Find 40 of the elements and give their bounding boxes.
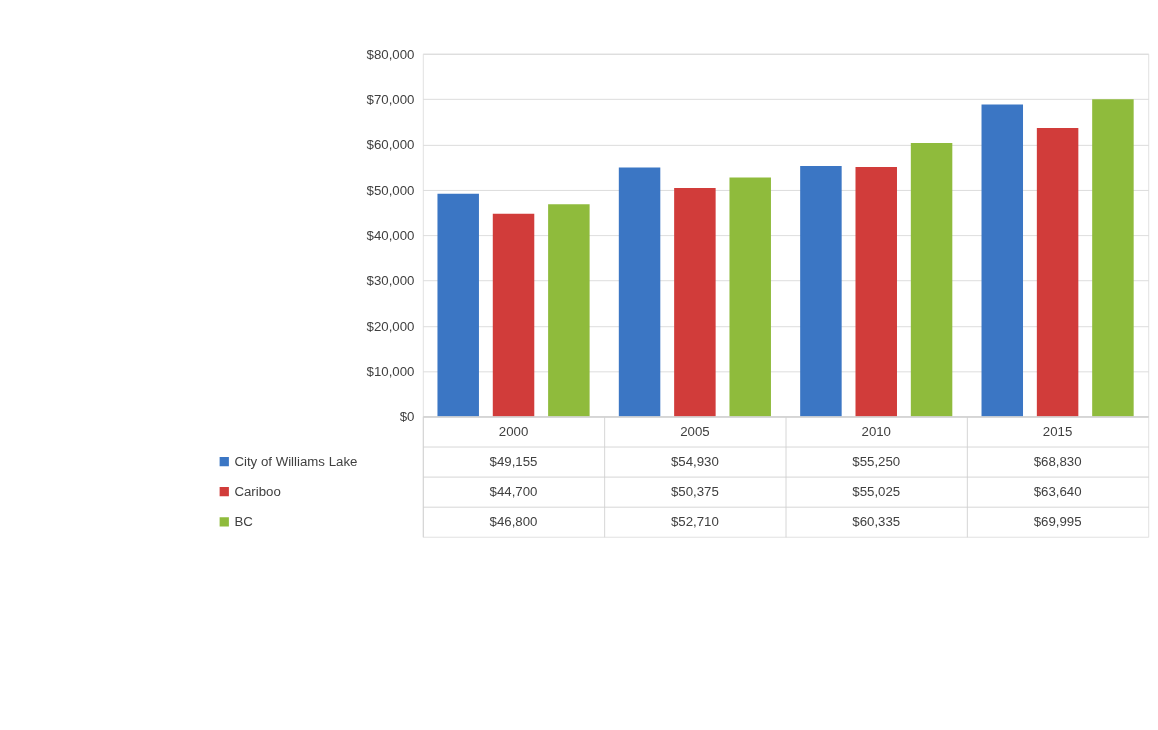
y-tick-label: $50,000 — [366, 182, 415, 198]
data-label: $46,800 — [489, 514, 538, 530]
data-label: $49,155 — [489, 454, 538, 470]
bar — [981, 104, 1024, 417]
bar — [492, 213, 535, 417]
legend-label: City of Williams Lake — [234, 454, 358, 470]
data-label: $63,640 — [1033, 484, 1082, 500]
bar — [855, 167, 897, 417]
y-tick-label: $30,000 — [366, 273, 415, 289]
bar — [618, 167, 661, 417]
bar — [729, 177, 771, 417]
y-tick-label: $10,000 — [366, 364, 415, 380]
data-label: $55,025 — [852, 484, 901, 500]
bar — [910, 142, 953, 417]
data-label: $55,250 — [852, 454, 901, 470]
y-tick-label: $20,000 — [366, 318, 415, 334]
y-tick-label: $70,000 — [366, 92, 415, 107]
bar — [800, 166, 842, 417]
y-tick-label: $60,000 — [366, 137, 415, 153]
data-label: $52,710 — [670, 514, 719, 530]
legend-label: BC — [234, 514, 254, 530]
x-tick-label: 2000 — [498, 423, 529, 439]
bar — [437, 193, 479, 417]
x-tick-label: 2015 — [1042, 423, 1073, 439]
y-tick-label: $40,000 — [366, 228, 415, 244]
bar — [548, 204, 590, 417]
data-label: $69,995 — [1033, 514, 1082, 530]
legend-label: Cariboo — [234, 484, 281, 500]
bar — [1092, 99, 1134, 417]
y-tick-label: $0 — [399, 409, 415, 425]
data-label: $50,375 — [670, 484, 719, 500]
data-label: $60,335 — [852, 514, 901, 530]
x-tick-label: 2005 — [680, 423, 710, 439]
y-tick-label: $80,000 — [366, 46, 415, 62]
x-tick-label: 2010 — [861, 423, 891, 439]
data-label: $68,830 — [1033, 454, 1082, 470]
data-label: $44,700 — [489, 484, 538, 500]
bar — [1036, 127, 1079, 417]
bar — [674, 188, 716, 417]
data-label: $54,930 — [670, 454, 719, 470]
